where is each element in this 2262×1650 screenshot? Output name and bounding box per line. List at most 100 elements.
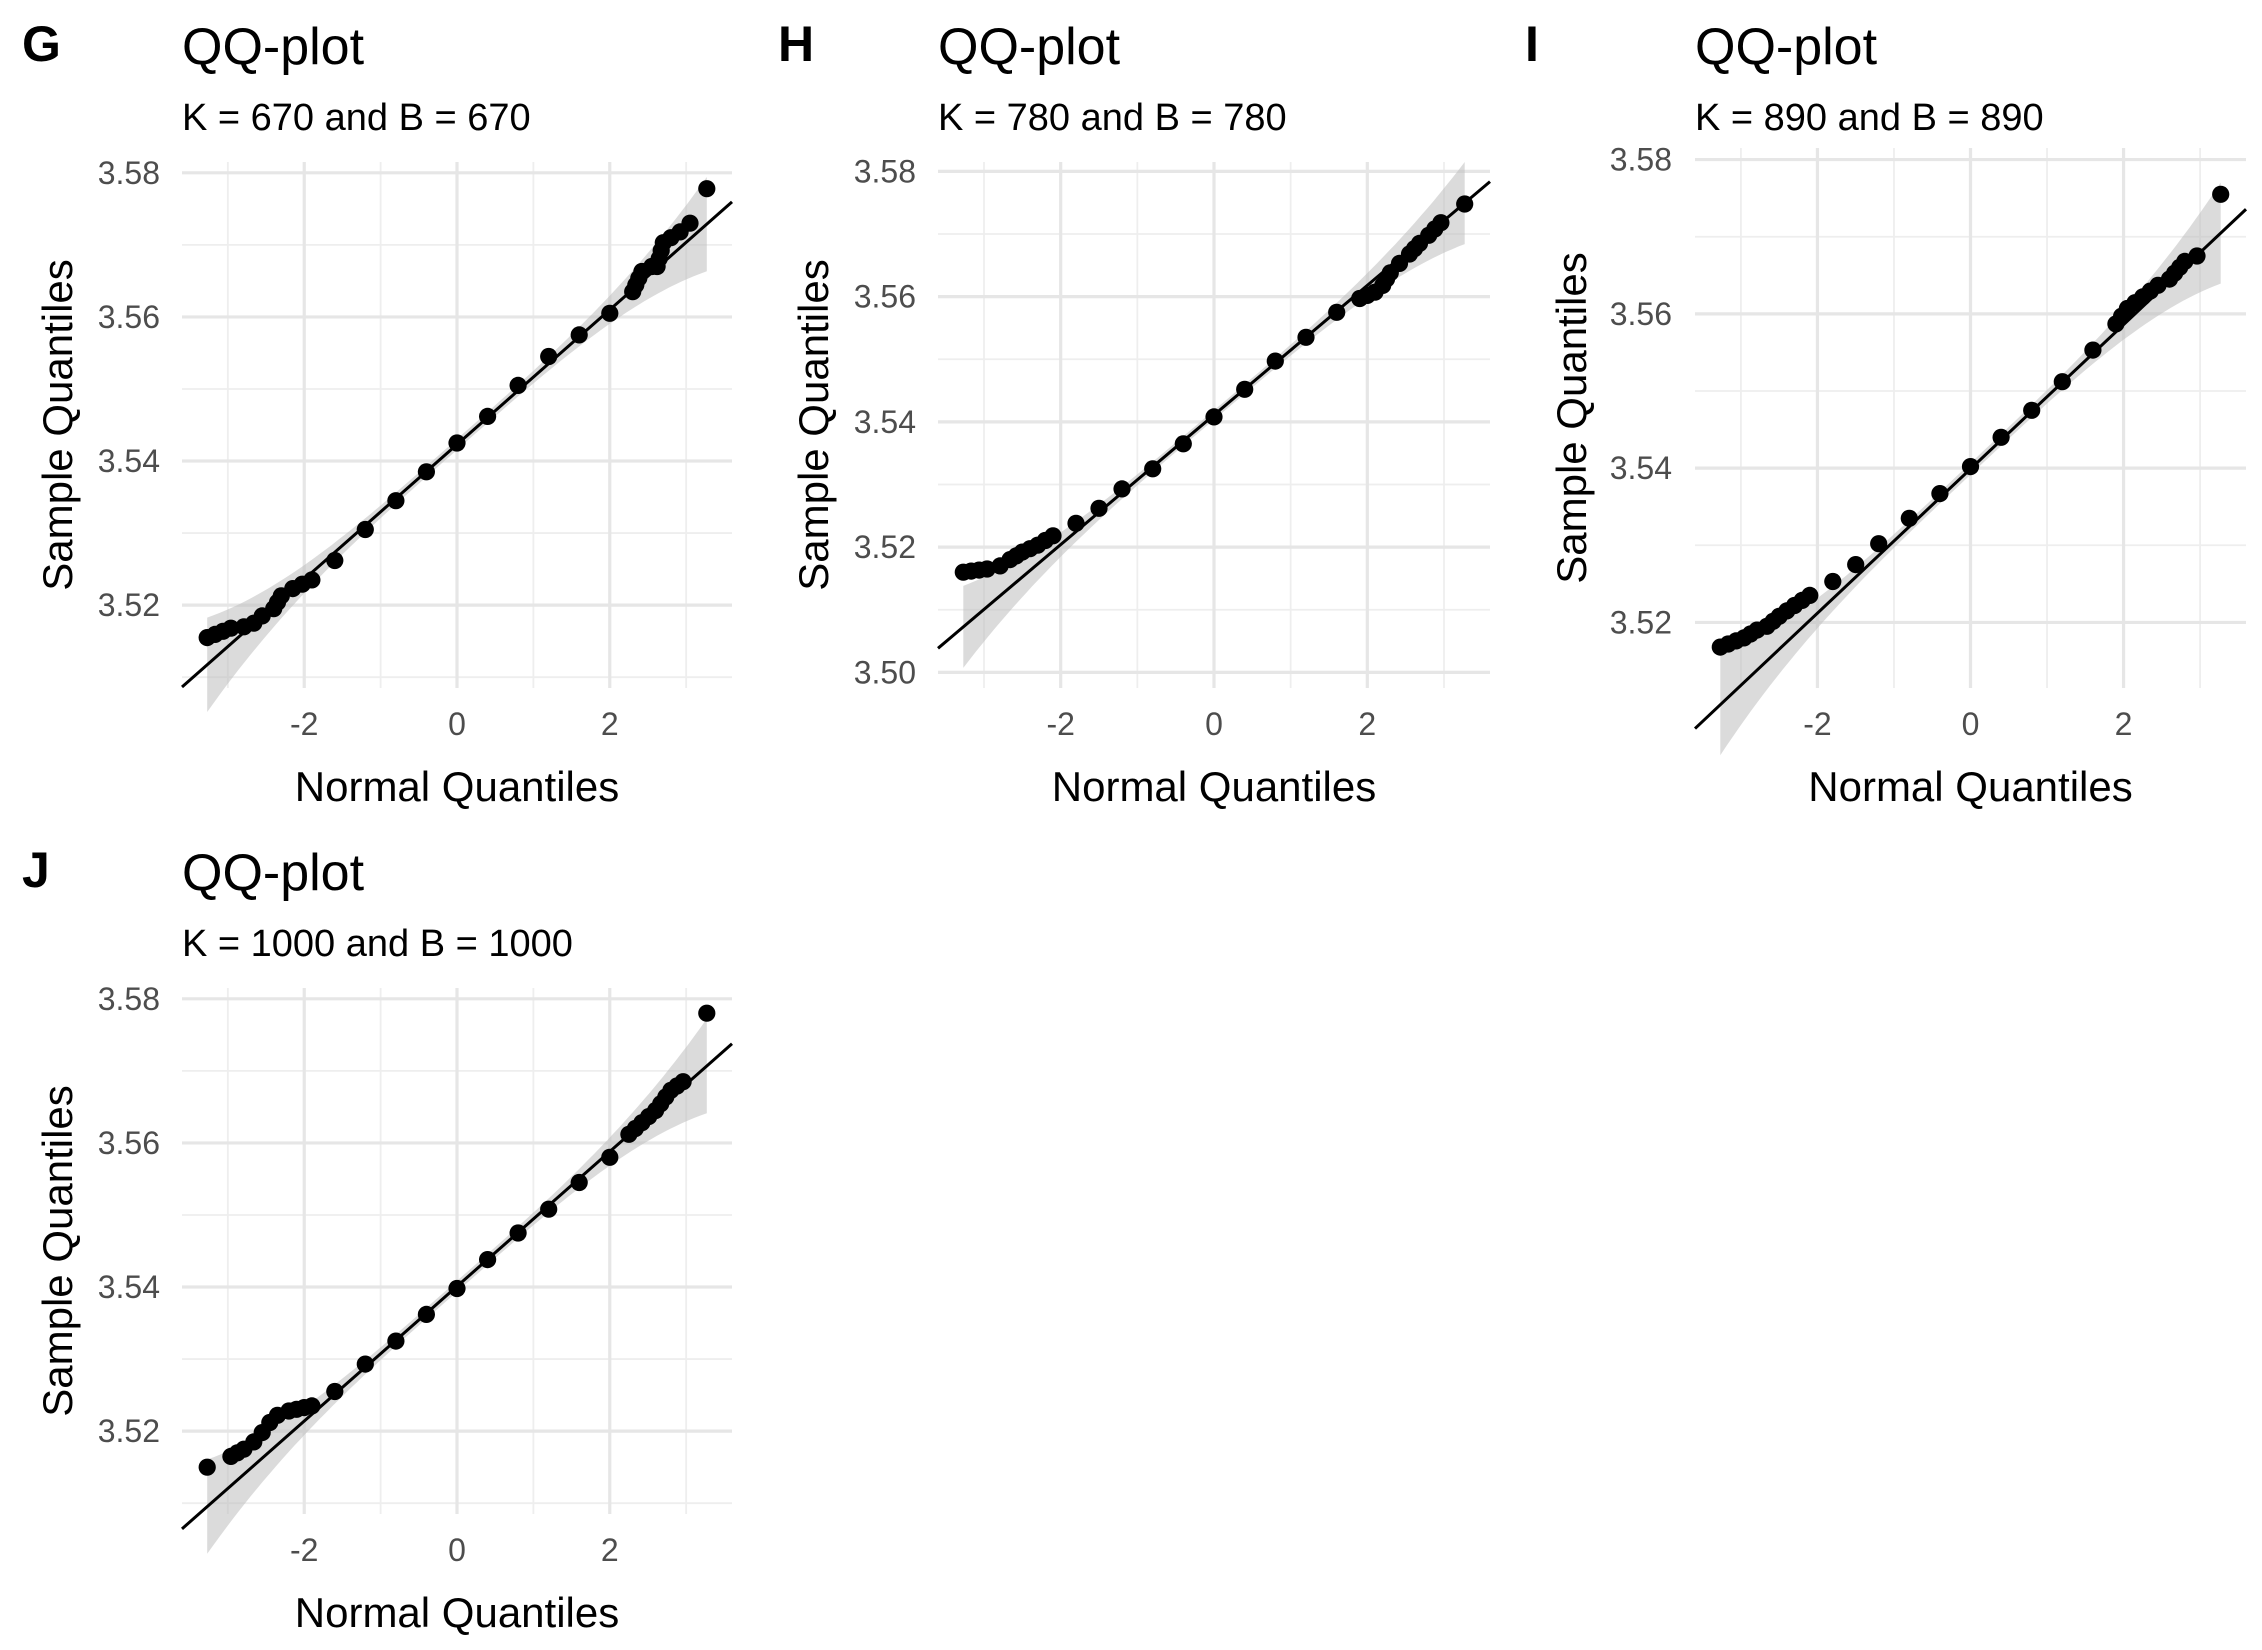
sample-point [479, 1251, 497, 1269]
sample-point [326, 1382, 344, 1401]
sample-point [540, 347, 558, 366]
y-tick-label: 3.52 [98, 1413, 160, 1449]
sample-point [620, 1125, 638, 1143]
sample-point [448, 1279, 466, 1298]
sample-point [633, 1114, 651, 1132]
x-tick-label: 2 [1358, 706, 1376, 742]
sample-point [2084, 341, 2102, 359]
sample-point [509, 1224, 527, 1242]
y-tick-label: 3.56 [1610, 296, 1672, 332]
sample-point [1432, 214, 1450, 232]
sample-point [681, 214, 699, 232]
y-axis-title: Sample Quantiles [34, 259, 81, 591]
sample-point [356, 1355, 374, 1373]
panel-subtitle: K = 1000 and B = 1000 [182, 923, 573, 965]
sample-point [479, 407, 497, 425]
sample-point [1113, 480, 1131, 498]
sample-point [2212, 185, 2230, 203]
sample-point [1067, 514, 1085, 532]
sample-point [1328, 303, 1346, 321]
y-tick-label: 3.58 [854, 153, 916, 189]
sample-point [1297, 328, 1315, 346]
x-axis-title: Normal Quantiles [295, 763, 619, 810]
panel-title: QQ-plot [1695, 18, 1878, 76]
y-tick-label: 3.54 [98, 1269, 160, 1305]
y-tick-label: 3.56 [98, 299, 160, 335]
y-tick-label: 3.56 [98, 1125, 160, 1161]
y-tick-label: 3.58 [98, 155, 160, 191]
panel-letter: J [22, 842, 50, 898]
sample-point [978, 560, 996, 578]
x-tick-label: 0 [1205, 706, 1223, 742]
y-axis-title: Sample Quantiles [790, 259, 837, 591]
sample-point [2107, 315, 2125, 333]
sample-point [1992, 428, 2010, 446]
sample-point [1870, 535, 1888, 553]
panel-letter: H [778, 16, 814, 72]
sample-point [265, 600, 283, 618]
sample-point [1801, 586, 1819, 605]
x-axis-title: Normal Quantiles [295, 1589, 619, 1636]
sample-point [1236, 380, 1254, 398]
x-tick-label: 0 [448, 706, 466, 742]
sample-point [280, 1402, 298, 1420]
sample-point [2188, 247, 2206, 265]
y-axis-title: Sample Quantiles [1548, 252, 1595, 584]
sample-point [1711, 638, 1729, 656]
sample-point [387, 1332, 405, 1350]
x-tick-label: 0 [1962, 706, 1980, 742]
sample-point [1824, 572, 1842, 591]
sample-point [448, 434, 466, 452]
sample-point [601, 304, 619, 322]
y-tick-label: 3.58 [1610, 142, 1672, 178]
sample-point [1931, 485, 1949, 503]
panel-subtitle: K = 670 and B = 670 [182, 97, 531, 139]
sample-point [1900, 509, 1918, 527]
sample-point [198, 1458, 216, 1476]
sample-point [222, 619, 240, 637]
panel-h: -2 0 2 3.50 3.52 3.54 3.56 3.58 Normal Quantiles… [778, 16, 1491, 810]
sample-point [387, 492, 405, 510]
sample-point [570, 1173, 588, 1192]
sample-point [662, 1081, 680, 1099]
sample-point [303, 571, 321, 589]
sample-point [2118, 299, 2136, 318]
sample-point [356, 520, 374, 539]
sample-point [698, 180, 716, 198]
sample-point [624, 283, 642, 301]
sample-point [674, 1073, 692, 1091]
sample-point [2134, 288, 2152, 306]
sample-point [303, 1397, 321, 1415]
y-tick-label: 3.52 [1610, 604, 1672, 640]
sample-point [326, 551, 344, 570]
sample-point [1847, 556, 1865, 574]
sample-point [698, 1004, 716, 1022]
sample-point [1174, 435, 1192, 453]
x-tick-label: -2 [1046, 706, 1074, 742]
x-tick-label: -2 [290, 706, 318, 742]
sample-point [1961, 458, 1980, 476]
sample-point [647, 1101, 665, 1120]
sample-point [1770, 607, 1788, 625]
x-tick-label: 2 [601, 1532, 619, 1568]
y-tick-label: 3.58 [98, 981, 160, 1017]
x-axis-title: Normal Quantiles [1808, 763, 2132, 810]
sample-point [284, 580, 302, 598]
sample-point [570, 326, 588, 344]
y-tick-label: 3.50 [854, 654, 916, 690]
sample-point [2053, 373, 2071, 391]
panel-subtitle: K = 890 and B = 890 [1695, 97, 2044, 139]
sample-point [509, 376, 527, 394]
sample-point [2160, 270, 2179, 288]
sample-point [1420, 226, 1438, 244]
sample-point [1029, 536, 1047, 554]
panel-subtitle: K = 780 and B = 780 [938, 97, 1287, 139]
y-axis-title: Sample Quantiles [34, 1085, 81, 1417]
y-tick-label: 3.52 [854, 529, 916, 565]
x-tick-label: -2 [1803, 706, 1831, 742]
sample-point [1374, 276, 1392, 294]
sample-point [1758, 617, 1776, 635]
sample-point [1205, 408, 1223, 426]
